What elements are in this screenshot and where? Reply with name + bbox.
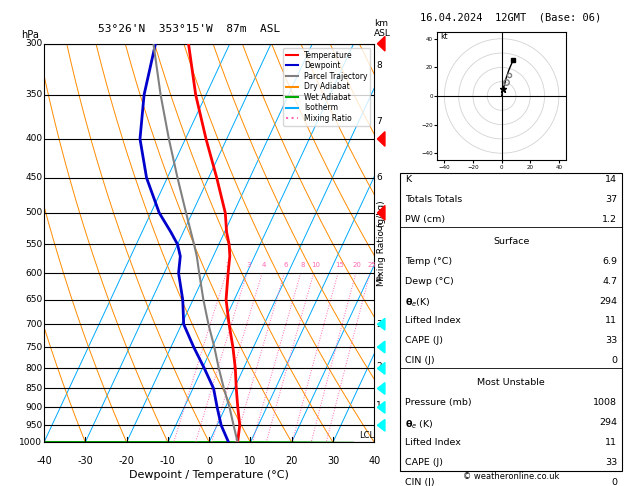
Text: 25: 25 [367,261,376,268]
Text: $\mathbf{\theta}_e$(K): $\mathbf{\theta}_e$(K) [405,296,431,309]
Text: Totals Totals: Totals Totals [405,195,462,204]
Text: 5: 5 [376,225,382,233]
Text: 2: 2 [376,362,382,371]
Text: 53°26'N  353°15'W  87m  ASL: 53°26'N 353°15'W 87m ASL [98,24,281,34]
Legend: Temperature, Dewpoint, Parcel Trajectory, Dry Adiabat, Wet Adiabat, Isotherm, Mi: Temperature, Dewpoint, Parcel Trajectory… [283,48,370,126]
Text: 40: 40 [368,456,381,466]
Text: 11: 11 [605,316,617,326]
Text: kt: kt [440,32,448,41]
Text: 400: 400 [25,135,42,143]
Text: 450: 450 [25,174,42,182]
Text: K: K [405,175,411,184]
Text: -10: -10 [160,456,175,466]
Text: 900: 900 [25,403,42,412]
Text: 294: 294 [599,296,617,306]
Text: hPa: hPa [21,30,39,40]
Text: 4: 4 [376,274,382,283]
Text: Temp (°C): Temp (°C) [405,257,452,266]
Text: 4.7: 4.7 [602,277,617,286]
Text: 8: 8 [300,261,304,268]
Text: 33: 33 [605,458,617,467]
Text: CAPE (J): CAPE (J) [405,458,443,467]
Text: CAPE (J): CAPE (J) [405,336,443,346]
Text: -40: -40 [36,456,52,466]
Text: 0: 0 [611,478,617,486]
Text: 14: 14 [605,175,617,184]
Text: 0: 0 [611,356,617,365]
Text: 3: 3 [376,320,382,329]
Text: 6: 6 [376,174,382,182]
Text: 294: 294 [599,418,617,427]
Text: 1.2: 1.2 [602,215,617,224]
Text: Lifted Index: Lifted Index [405,316,461,326]
Text: 950: 950 [25,421,42,430]
Text: CIN (J): CIN (J) [405,478,435,486]
Text: PW (cm): PW (cm) [405,215,445,224]
Text: 11: 11 [605,438,617,447]
Text: 33: 33 [605,336,617,346]
Text: 2: 2 [226,261,230,268]
Text: 800: 800 [25,364,42,373]
Text: Mixing Ratio (g/kg): Mixing Ratio (g/kg) [377,200,386,286]
Text: 10: 10 [244,456,257,466]
Text: CIN (J): CIN (J) [405,356,435,365]
Text: 20: 20 [286,456,298,466]
Text: Pressure (mb): Pressure (mb) [405,398,472,407]
Text: 37: 37 [605,195,617,204]
Text: 1: 1 [376,401,382,410]
Text: -30: -30 [77,456,93,466]
Text: 10: 10 [311,261,320,268]
Text: 850: 850 [25,384,42,393]
Text: -20: -20 [119,456,135,466]
Text: 700: 700 [25,320,42,329]
Text: 0: 0 [206,456,212,466]
Text: Dewp (°C): Dewp (°C) [405,277,454,286]
Text: 6.9: 6.9 [602,257,617,266]
Text: 750: 750 [25,343,42,351]
Text: 8: 8 [376,61,382,69]
Text: 550: 550 [25,240,42,249]
Text: km
ASL: km ASL [374,19,391,38]
Text: © weatheronline.co.uk: © weatheronline.co.uk [463,472,559,481]
Text: 1000: 1000 [19,438,42,447]
Text: Surface: Surface [493,237,529,246]
Text: $\mathbf{\theta}_e$ (K): $\mathbf{\theta}_e$ (K) [405,418,434,431]
Text: 3: 3 [247,261,251,268]
Text: Most Unstable: Most Unstable [477,378,545,387]
Text: 30: 30 [327,456,339,466]
Text: 600: 600 [25,269,42,278]
Text: 4: 4 [262,261,266,268]
Text: 1008: 1008 [593,398,617,407]
Text: 20: 20 [353,261,362,268]
Text: 300: 300 [25,39,42,48]
Text: 7: 7 [376,118,382,126]
Text: 500: 500 [25,208,42,217]
Text: 15: 15 [335,261,344,268]
Text: Lifted Index: Lifted Index [405,438,461,447]
Text: 6: 6 [284,261,288,268]
Text: LCL: LCL [359,431,374,440]
Text: 350: 350 [25,90,42,99]
Text: 650: 650 [25,295,42,304]
Text: 16.04.2024  12GMT  (Base: 06): 16.04.2024 12GMT (Base: 06) [420,12,602,22]
Text: Dewpoint / Temperature (°C): Dewpoint / Temperature (°C) [129,470,289,480]
